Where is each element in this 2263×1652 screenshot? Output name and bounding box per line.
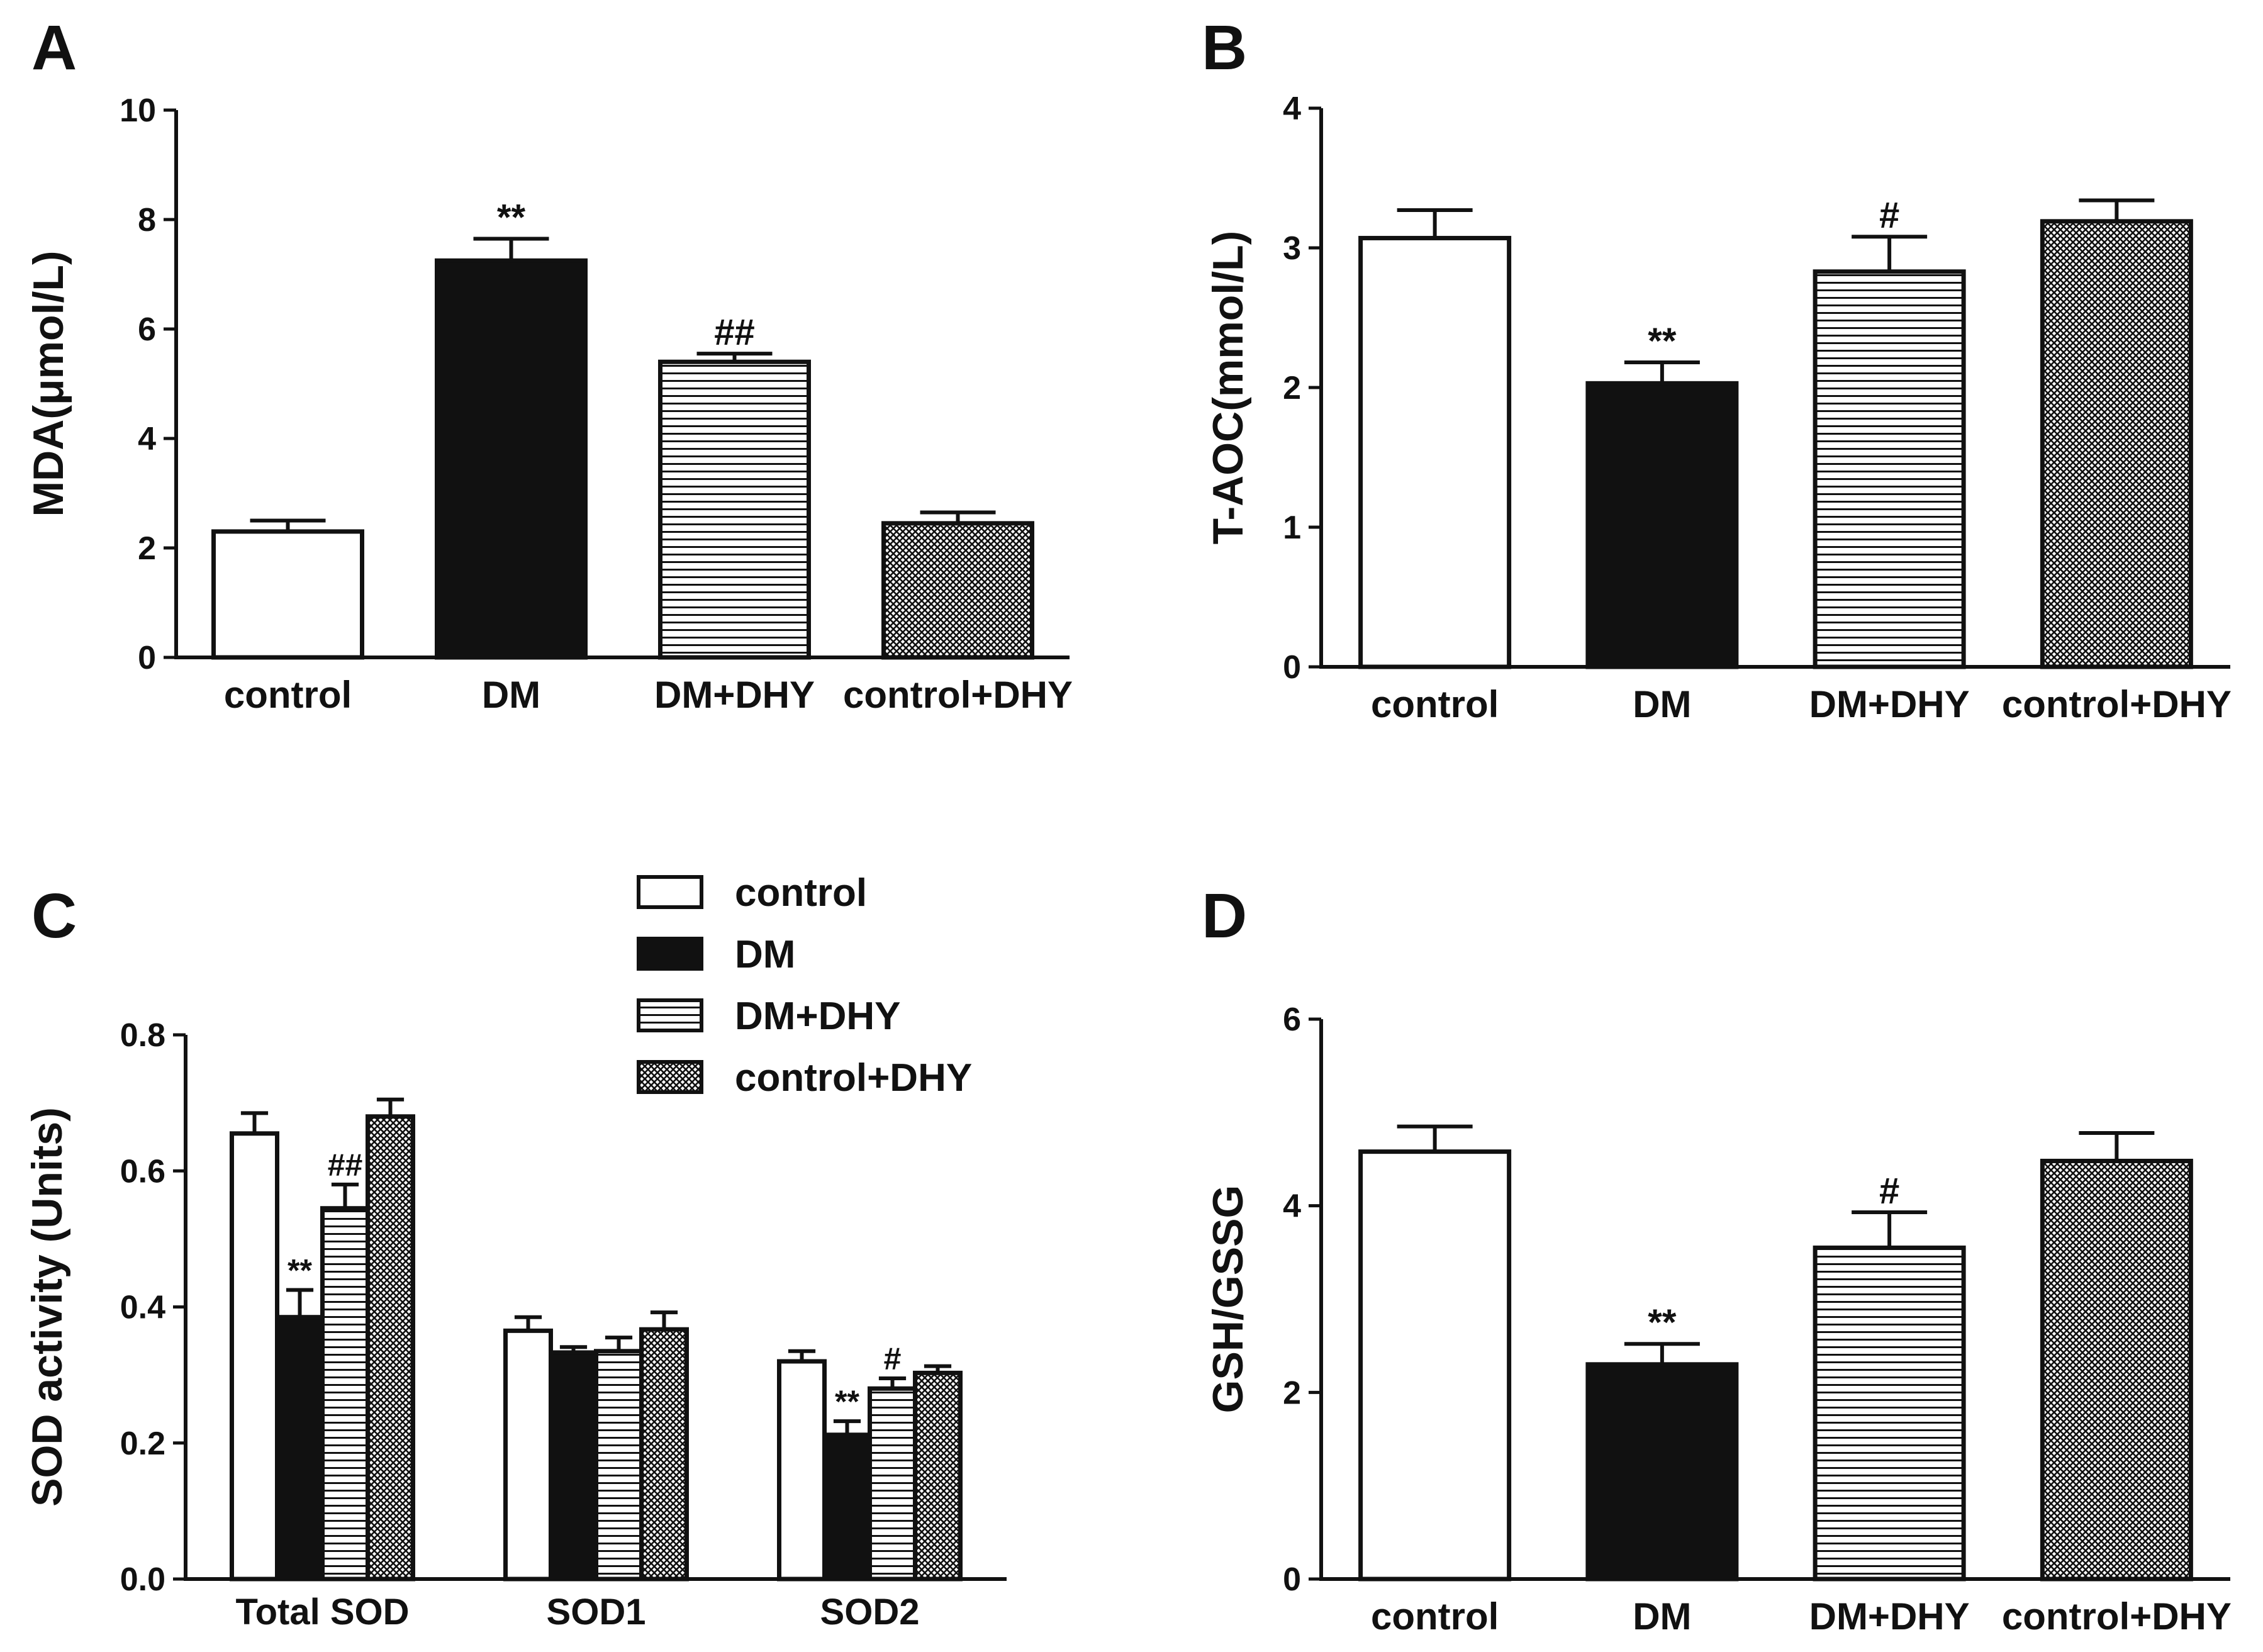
panel-d-gsh-gssg-chart: 0 2 4 6 GSH/GSSG control DM DM+DHY control+DHY **…	[1204, 1002, 2232, 1638]
panel-a-mda-chart: 0 2 4 6 8 10 MDA(μmol/L) control DM DM+DHY control…	[25, 92, 1073, 716]
x-tick-label-dm: DM	[1633, 1595, 1691, 1638]
significance-label-total-sod-dm-dhy: ##	[328, 1147, 363, 1183]
significance-label-dm-dhy: ##	[714, 312, 755, 353]
panel-label-d: D	[1202, 881, 1247, 951]
bar-control	[1358, 1149, 1512, 1582]
y-tick-label: 10	[120, 92, 156, 129]
panel-label-b: B	[1202, 13, 1247, 83]
y-tick-label: 0	[138, 640, 156, 676]
x-tick-label-control-dhy: control+DHY	[2002, 1595, 2232, 1638]
y-axis-label: GSH/GSSG	[1204, 1185, 1252, 1414]
y-tick-label: 0	[1283, 1561, 1301, 1598]
legend-label-dm-dhy: DM+DHY	[735, 995, 901, 1038]
y-tick-label: 0.6	[120, 1153, 165, 1190]
legend-swatch-dm	[637, 937, 703, 971]
bar-sod2-control	[777, 1359, 827, 1582]
x-tick-label-dm-dhy: DM+DHY	[654, 674, 815, 716]
x-tick-label-dm: DM	[1633, 683, 1691, 725]
y-tick-label: 0.4	[120, 1290, 165, 1326]
y-tick-label: 0.8	[120, 1017, 165, 1054]
y-tick-label: 8	[138, 202, 156, 238]
significance-label-dm: **	[1648, 1302, 1677, 1343]
y-axis-label: SOD activity (Units)	[23, 1107, 71, 1507]
y-tick-label: 6	[1283, 1002, 1301, 1038]
bar-dm-dhy	[658, 359, 811, 660]
y-tick-label: 0	[1283, 649, 1301, 686]
y-tick-label: 0.0	[120, 1561, 165, 1598]
legend-swatch-dm-dhy	[637, 998, 703, 1032]
bar-sod2-control-dhy	[913, 1370, 963, 1582]
bar-sod1-dm	[549, 1350, 598, 1582]
x-tick-label-dm-dhy: DM+DHY	[1809, 683, 1970, 725]
y-axis-label: T-AOC(mmol/L)	[1204, 231, 1252, 545]
x-tick-label-dm: DM	[482, 674, 540, 716]
x-tick-label-dm-dhy: DM+DHY	[1809, 1595, 1970, 1638]
x-tick-label-control: control	[1371, 1595, 1499, 1638]
significance-label-sod2-dm-dhy: #	[884, 1341, 902, 1376]
bar-control-dhy	[881, 521, 1034, 660]
y-tick-label: 4	[1283, 1188, 1301, 1225]
bar-sod2-dm	[822, 1432, 872, 1582]
bar-sod1-control-dhy	[639, 1327, 689, 1582]
bar-dm	[435, 258, 588, 660]
x-tick-label-control-dhy: control+DHY	[843, 674, 1073, 716]
bar-total-sod-control-dhy	[366, 1114, 415, 1582]
bar-dm	[1585, 1362, 1739, 1582]
panel-label-a: A	[31, 13, 77, 83]
bar-control-dhy	[2040, 219, 2193, 669]
y-tick-label: 1	[1283, 510, 1301, 546]
legend-label-dm: DM	[735, 933, 795, 976]
y-tick-label: 3	[1283, 230, 1301, 267]
panel-b-taoc-chart: 0 1 2 3 4 T-AOC(mmol/L) control DM DM+DHY control…	[1204, 91, 2232, 725]
x-tick-label-sod2: SOD2	[820, 1592, 920, 1632]
significance-label-dm: **	[497, 197, 526, 238]
y-tick-label: 4	[138, 421, 156, 457]
bar-sod1-dm-dhy	[594, 1349, 644, 1582]
significance-label-sod2-dm: **	[835, 1384, 859, 1419]
bar-dm-dhy	[1813, 1245, 1966, 1582]
panel-label-c: C	[31, 881, 77, 951]
bar-control-dhy	[2040, 1158, 2193, 1582]
y-tick-label: 6	[138, 311, 156, 348]
bar-sod1-control	[503, 1328, 553, 1582]
bar-total-sod-control	[230, 1131, 279, 1582]
panel-c-sod-chart: 0.0 0.2 0.4 0.6 0.8 SOD activity (Units) Total…	[23, 1017, 1007, 1632]
significance-label-dm-dhy: #	[1879, 1171, 1899, 1212]
bar-dm	[1585, 381, 1739, 669]
x-tick-label-control: control	[1371, 683, 1499, 725]
significance-label-dm-dhy: #	[1879, 195, 1899, 236]
significance-label-total-sod-dm: **	[288, 1253, 312, 1288]
bar-control	[211, 529, 364, 660]
x-tick-label-sod1: SOD1	[547, 1592, 646, 1632]
legend-label-control: control	[735, 871, 867, 915]
y-axis-label: MDA(μmol/L)	[25, 250, 72, 516]
x-tick-label-total-sod: Total SOD	[235, 1592, 409, 1632]
legend-label-control-dhy: control+DHY	[735, 1056, 972, 1100]
bar-total-sod-dm-dhy	[320, 1206, 370, 1582]
legend-swatch-control-dhy	[637, 1060, 703, 1094]
y-tick-label: 2	[1283, 1375, 1301, 1411]
legend-swatch-control	[637, 875, 703, 909]
y-tick-label: 4	[1283, 91, 1301, 127]
y-tick-label: 2	[138, 530, 156, 567]
legend: control DM DM+DHY control+DHY	[637, 871, 972, 1100]
y-tick-label: 2	[1283, 370, 1301, 406]
y-tick-label: 0.2	[120, 1426, 165, 1462]
significance-label-dm: **	[1648, 321, 1677, 362]
bar-control	[1358, 235, 1512, 669]
bar-dm-dhy	[1813, 269, 1966, 669]
bar-sod2-dm-dhy	[868, 1386, 917, 1582]
x-tick-label-control-dhy: control+DHY	[2002, 683, 2232, 725]
bar-total-sod-dm	[275, 1315, 325, 1582]
x-tick-label-control: control	[224, 674, 352, 716]
